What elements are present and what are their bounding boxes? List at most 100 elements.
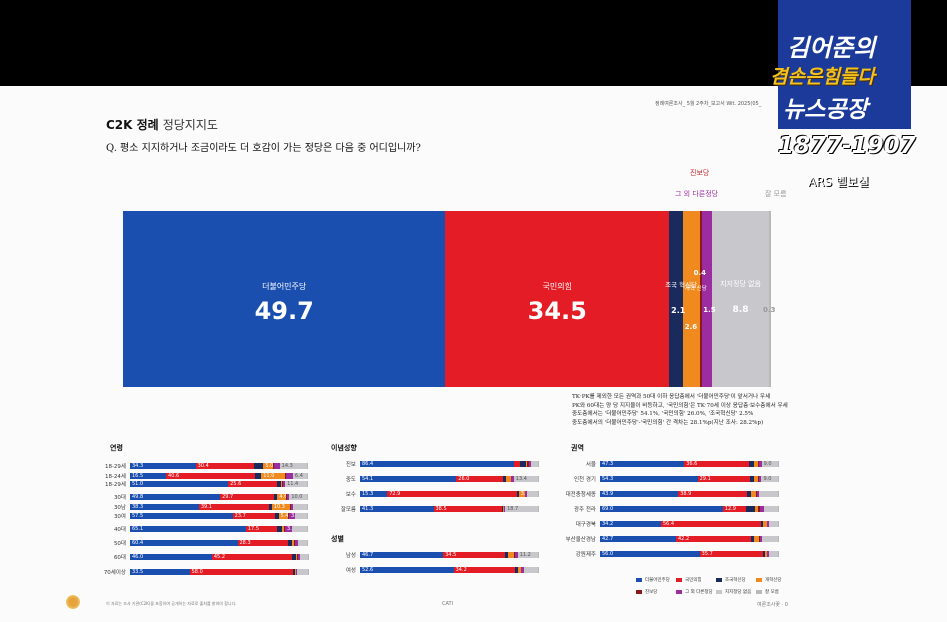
breakdown-segment [758,476,762,482]
page-subtitle: 정당지지도 [162,118,218,132]
breakdown-segment [753,536,760,542]
row-label: 대전충청세종 [565,492,596,498]
breakdown-segment [307,540,308,546]
breakdown-segment: 38.5 [433,506,503,512]
breakdown-segment: 34.2 [453,567,515,573]
segment-value: 11.4 [287,481,299,487]
segment-value: 12.9 [724,506,736,512]
breakdown-segment: 3.4 [289,513,299,519]
breakdown-segment [281,481,283,487]
ars-label: ARS 벨보실 [808,175,870,189]
segment-value: 41.3 [362,506,374,512]
breakdown-bar: 60.4 28.3 [130,540,308,546]
breakdown-bar: 65.1 17.5 3.7 [130,526,308,532]
footer-note: 이 자료는 조사 기관(C2K)을 포함하여 공개하는 자료로 출처를 밝혀야 … [106,601,237,606]
row-label: 18-24세 [104,474,126,480]
segment-value: 35.7 [701,551,713,557]
row-label: 18-29세 [104,482,126,488]
breakdown-segment [767,551,769,557]
breakdown-segment [763,521,767,527]
bar-segment-dk [769,211,771,387]
breakdown-segment: 29.7 [220,494,274,500]
segment-value: 43.9 [602,491,614,497]
row-label: 60대 [113,555,126,561]
main-stacked-bar: 더불어민주당 49.7 국민의힘 34.5 지지정당 없음 8.8 [123,211,771,387]
segment-value: 65.1 [132,526,144,532]
breakdown-segment [290,504,292,510]
segment-value: 60.4 [132,540,144,546]
breakdown-segment [514,567,519,573]
breakdown-bar: 33.5 58.0 [130,569,308,575]
footer-page: 여론조사꽃 · 0 [757,602,788,608]
segment-value: 3.4 [291,513,299,519]
breakdown-segment: 34.3 [130,463,196,469]
legend-item: 국민의힘 [676,577,702,583]
breakdown-bar: 49.8 29.7 4.6 10.0 [130,494,308,500]
segment-value: 34.3 [132,463,144,469]
breakdown-segment [293,504,308,510]
breakdown-bar: 86.4 [360,461,538,467]
legend-label: 조국혁신당 [725,578,746,583]
breakdown-bar: 34.2 56.4 [600,521,778,527]
breakdown-segment: 86.4 [360,461,514,467]
breakdown-bar: 34.3 30.4 5.0 14.3 [130,463,308,469]
breakdown-segment [273,494,278,500]
breakdown-segment: 35.7 [699,551,764,557]
breakdown-segment [516,491,519,497]
segment-value: 46.7 [362,552,374,558]
row-label: 강원제주 [575,552,596,558]
segment-value: 10.3 [273,504,285,510]
breakdown-segment: 12.9 [722,506,746,512]
legend-label: 그 외 다른정당 [685,590,713,595]
legend-item: 지지정당 없음 [716,589,751,595]
breakdown-segment [286,473,293,479]
breakdown-segment [297,540,308,546]
row-label: 30남 [113,505,126,511]
breakdown-segment [511,476,514,482]
segment-value: 14.3 [281,463,293,469]
breakdown-segment: 13.4 [513,476,538,482]
breakdown-segment [758,461,762,467]
breakdown-segment: 17.5 [245,526,278,532]
breakdown-segment [756,491,760,497]
breakdown-title: 연령 [110,444,123,452]
bar-segment-jinbo [699,211,703,387]
segment-value: 6.4 [294,473,303,479]
breakdown-segment: 18.7 [505,506,538,512]
segment-value: 34.2 [602,521,614,527]
breakdown-segment: 26.0 [456,476,503,482]
breakdown-segment [307,504,308,510]
legend-swatch [716,589,722,594]
segment-value: 26.0 [458,476,470,482]
note-line: TK·PK를 제외한 모든 권역과 50대 이하 응답층에서 '더불어민주당'이… [572,394,771,400]
segment-value: 49.8 [132,494,144,500]
segment-value: 56.0 [602,551,614,557]
bar-segment-other [702,211,712,387]
segment-value: 3.4 [521,491,529,497]
breakdown-segment: 46.0 [130,554,212,560]
legend-label: 진보당 [645,590,658,595]
segment-value: 56.4 [662,521,675,527]
breakdown-segment [295,513,308,519]
bar-segment-ppp: 국민의힘 34.5 [445,211,670,387]
breakdown-segment: 3.4 [518,491,529,497]
row-label: 30대 [113,495,126,501]
note-line: PK와 60대는 양 당 지지율이 비등하고, '국민의힘'은 TK·70세 이… [572,402,788,409]
segment-value: 49.7 [254,297,314,325]
legend-swatch [676,577,682,582]
segment-value: 13.4 [515,476,527,482]
segment-value: 5.4 [280,513,289,519]
breakdown-segment: 10.0 [289,494,308,500]
breakdown-segment [291,504,294,510]
breakdown-segment: 52.6 [360,567,454,573]
breakdown-segment: 5.0 [263,463,273,469]
breakdown-segment: 10.3 [271,504,291,510]
breakdown-segment [504,552,509,558]
breakdown-segment: 3.7 [285,526,295,532]
breakdown-title: 권역 [571,444,584,452]
breakdown-segment: 9.0 [761,461,778,467]
breakdown-segment [292,540,295,546]
breakdown-segment [531,461,538,467]
segment-value: 25.6 [230,481,242,487]
breakdown-segment: 28.3 [237,540,288,546]
